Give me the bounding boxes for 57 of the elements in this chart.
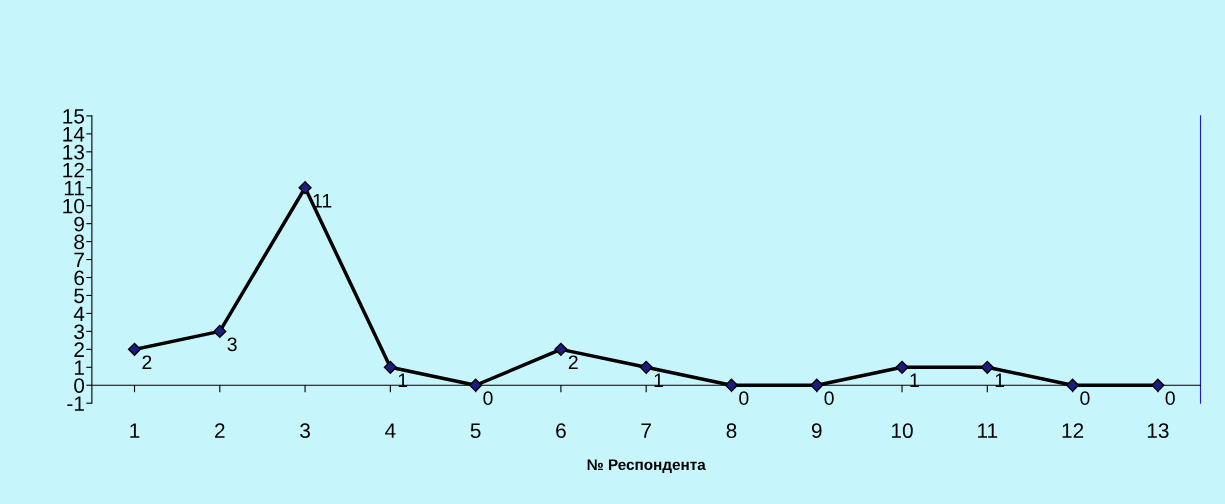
y-tick-label: 11: [64, 180, 84, 196]
x-tick-label: 5: [470, 423, 481, 439]
point: [1065, 378, 1080, 392]
point: [298, 181, 312, 195]
data-label: 0: [824, 391, 834, 406]
y-tick-label: 2: [74, 342, 84, 357]
point: [469, 378, 483, 392]
data-label: 2: [568, 355, 578, 369]
x-tick-label: 1: [130, 423, 140, 438]
data-label: 1: [654, 373, 663, 387]
y-tick-label: 9: [74, 216, 84, 232]
y-tick-label: 6: [74, 270, 85, 286]
point: [895, 360, 909, 374]
y-tick-label: 0: [74, 378, 85, 393]
point: [1151, 378, 1165, 392]
y-tick-label: 5: [74, 288, 85, 304]
y-tick-label: 13: [63, 144, 85, 160]
data-label: 0: [739, 391, 749, 406]
y-tick-label: 7: [74, 252, 84, 268]
data-label: 0: [1080, 391, 1090, 406]
y-tick-label: 3: [74, 324, 85, 340]
x-tick-label: 3: [300, 423, 310, 439]
y-tick-label: -1: [67, 396, 84, 411]
x-tick-label: 9: [811, 423, 822, 439]
y-tick-label: 15: [63, 109, 85, 124]
data-label: 2: [142, 355, 152, 369]
point: [724, 378, 739, 392]
x-tick-label: 2: [215, 423, 225, 438]
data-label: 3: [227, 337, 237, 352]
x-tick-label: 12: [1062, 423, 1084, 438]
y-tick-label: 12: [63, 162, 84, 178]
point: [980, 360, 994, 374]
data-label: 11: [313, 194, 332, 208]
data-label: 1: [398, 373, 408, 387]
data-label: 1: [995, 373, 1005, 387]
x-tick-label: 4: [385, 423, 396, 438]
point: [554, 342, 568, 356]
y-tick-label: 4: [73, 306, 85, 321]
point: [383, 360, 397, 374]
point: [639, 360, 653, 374]
data-label: 1: [910, 373, 919, 387]
y-tick-label: 1: [74, 360, 84, 375]
x-axis-title: № Респондента: [587, 459, 706, 473]
y-tick-label: 10: [63, 198, 85, 214]
x-tick-label: 6: [556, 423, 566, 439]
point: [810, 378, 824, 392]
x-tick-label: 8: [726, 423, 737, 439]
x-tick-label: 7: [641, 423, 651, 438]
y-tick-label: 14: [63, 127, 85, 142]
y-tick-label: 8: [74, 234, 85, 250]
x-tick-label: 11: [978, 423, 998, 438]
point: [213, 324, 227, 338]
x-tick-label: 10: [892, 423, 913, 439]
data-label: 0: [1165, 391, 1175, 406]
data-label: 0: [483, 391, 493, 406]
point: [127, 342, 142, 356]
x-tick-label: 13: [1147, 423, 1169, 439]
